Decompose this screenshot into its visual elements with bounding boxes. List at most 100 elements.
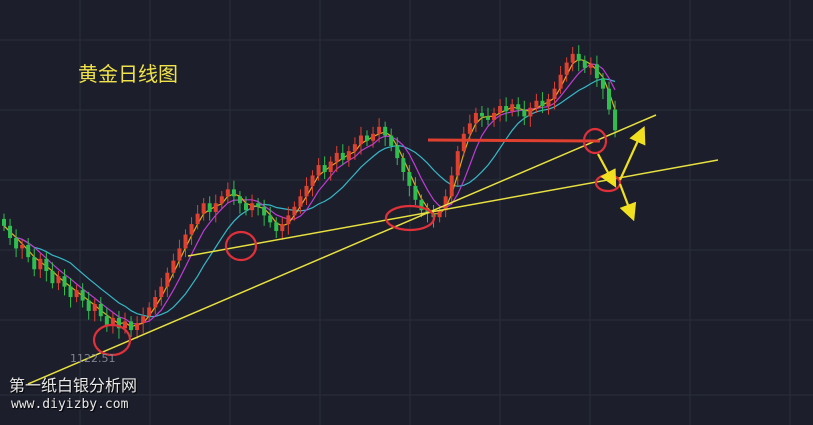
- candle: [62, 269, 67, 296]
- candle-body: [86, 300, 91, 311]
- candle: [80, 283, 85, 308]
- candle: [86, 291, 91, 320]
- highlight-circle: [384, 204, 436, 232]
- candle-body: [552, 88, 557, 100]
- candle: [358, 126, 363, 155]
- candle-body: [328, 161, 333, 172]
- candle: [304, 177, 309, 205]
- candle: [588, 57, 593, 75]
- candle: [377, 118, 382, 143]
- candle-body: [310, 175, 315, 186]
- candle-body: [492, 112, 497, 120]
- candle-body: [358, 135, 363, 145]
- candle: [237, 191, 242, 214]
- candle: [219, 191, 224, 209]
- candle: [516, 97, 521, 117]
- candle: [371, 126, 376, 148]
- candle: [334, 145, 339, 172]
- candle: [395, 137, 400, 166]
- candle-body: [177, 248, 182, 261]
- candle-body: [534, 100, 539, 108]
- candle-body: [377, 126, 382, 134]
- candle: [50, 262, 55, 289]
- candle-body: [558, 74, 563, 89]
- candle: [177, 239, 182, 268]
- candle-body: [395, 145, 400, 159]
- candle-body: [98, 304, 103, 317]
- candle: [8, 218, 13, 245]
- candle: [286, 206, 291, 235]
- candle-body: [195, 213, 200, 225]
- candle-body: [292, 206, 297, 216]
- candle-body: [50, 271, 55, 284]
- candle: [32, 248, 37, 277]
- candle: [389, 128, 394, 152]
- candle-body: [116, 317, 121, 329]
- candle-body: [437, 210, 442, 218]
- candle-body: [256, 203, 261, 207]
- candle-body: [340, 152, 345, 160]
- candle: [14, 229, 19, 258]
- candle-body: [365, 135, 369, 141]
- candle: [26, 238, 31, 263]
- highlight-circle: [582, 127, 608, 155]
- candle: [201, 198, 206, 221]
- candle: [207, 196, 212, 221]
- candle: [183, 229, 188, 258]
- candle-body: [576, 53, 581, 61]
- candle-body: [80, 290, 85, 301]
- candle-body: [14, 238, 19, 249]
- candle: [449, 166, 454, 205]
- candle-body: [486, 116, 490, 120]
- candle-body: [244, 203, 248, 211]
- candle-body: [540, 100, 545, 106]
- direction-arrow: [618, 183, 637, 222]
- candle-body: [407, 172, 412, 186]
- candle-body: [268, 215, 273, 223]
- candle: [613, 100, 618, 138]
- candle: [552, 81, 557, 110]
- highlight-circle: [92, 323, 132, 357]
- candle-body: [600, 78, 605, 89]
- candle: [268, 206, 273, 228]
- candle-body: [207, 203, 212, 212]
- candle-body: [201, 203, 206, 214]
- candle: [383, 121, 388, 146]
- watermark-url: www.diyizby.com: [11, 397, 129, 412]
- candle-body: [171, 260, 176, 273]
- ma-mid-line: [3, 63, 616, 325]
- candle-body: [607, 88, 611, 110]
- ma-short-line: [3, 58, 616, 328]
- low-price-label: 1122.51: [70, 352, 116, 365]
- candle: [274, 217, 279, 238]
- candle-body: [304, 185, 309, 197]
- candle: [56, 271, 61, 291]
- candle: [147, 302, 152, 322]
- candle-body: [110, 317, 115, 325]
- candle-body: [183, 234, 188, 249]
- candle-body: [613, 109, 618, 131]
- candle-body: [231, 189, 236, 197]
- candle-body: [262, 206, 267, 216]
- candle: [225, 182, 230, 204]
- candle: [310, 170, 315, 197]
- candle: [570, 46, 575, 72]
- candle: [407, 165, 412, 197]
- candle-body: [189, 224, 194, 235]
- watermark-text: 第一纸白银分析网: [9, 376, 138, 395]
- candle: [20, 239, 25, 259]
- candle: [401, 152, 406, 181]
- candle-body: [479, 112, 484, 117]
- candle-body: [286, 215, 291, 225]
- candle: [498, 99, 503, 122]
- candle: [540, 92, 545, 113]
- candle: [262, 199, 267, 226]
- candle: [195, 205, 200, 230]
- candle: [510, 99, 515, 117]
- candle-body: [32, 257, 37, 270]
- candle: [528, 102, 533, 127]
- candle-body: [147, 307, 152, 317]
- candle: [467, 114, 472, 141]
